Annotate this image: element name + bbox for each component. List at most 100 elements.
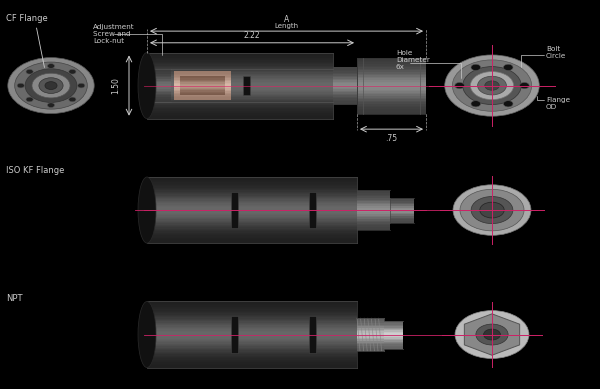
- Bar: [333, 101, 357, 103]
- Bar: [147, 91, 333, 92]
- Bar: [147, 95, 333, 96]
- Bar: [147, 348, 357, 349]
- Bar: [357, 206, 390, 208]
- Bar: [147, 82, 171, 84]
- Bar: [147, 312, 357, 314]
- Bar: [333, 100, 357, 101]
- Bar: [147, 342, 357, 344]
- Bar: [147, 234, 357, 235]
- Bar: [147, 309, 357, 311]
- Bar: [147, 76, 333, 78]
- Bar: [231, 316, 238, 353]
- Bar: [357, 75, 426, 77]
- Bar: [384, 337, 403, 339]
- Bar: [384, 323, 403, 325]
- Bar: [357, 341, 384, 343]
- Bar: [147, 193, 357, 194]
- Bar: [147, 67, 333, 68]
- Bar: [357, 340, 384, 341]
- Bar: [147, 77, 171, 79]
- Bar: [147, 182, 357, 184]
- Bar: [147, 358, 357, 360]
- Bar: [357, 101, 426, 102]
- Bar: [333, 83, 357, 85]
- Bar: [147, 304, 357, 305]
- Bar: [147, 317, 357, 319]
- Bar: [147, 349, 357, 350]
- Ellipse shape: [460, 189, 524, 231]
- Bar: [357, 318, 384, 320]
- Bar: [174, 83, 231, 84]
- Ellipse shape: [463, 67, 521, 105]
- Bar: [333, 97, 357, 98]
- Bar: [147, 221, 357, 222]
- Ellipse shape: [455, 310, 529, 359]
- Bar: [147, 83, 333, 84]
- Bar: [357, 78, 426, 80]
- Bar: [174, 78, 231, 80]
- Bar: [147, 62, 333, 63]
- Bar: [174, 74, 231, 75]
- Bar: [357, 98, 426, 99]
- Bar: [390, 212, 414, 214]
- Bar: [180, 81, 225, 82]
- Bar: [147, 207, 357, 209]
- Bar: [357, 69, 426, 70]
- Bar: [147, 301, 357, 303]
- Bar: [333, 94, 357, 95]
- Bar: [384, 335, 403, 336]
- Bar: [147, 72, 171, 74]
- Bar: [147, 341, 357, 342]
- Bar: [357, 105, 426, 107]
- Bar: [357, 211, 390, 212]
- Text: Adjustment
Screw and
Lock-nut: Adjustment Screw and Lock-nut: [93, 24, 134, 44]
- Bar: [357, 344, 384, 346]
- Bar: [147, 74, 333, 75]
- Ellipse shape: [138, 301, 156, 368]
- Bar: [357, 89, 426, 91]
- Bar: [357, 217, 390, 219]
- Bar: [357, 64, 426, 66]
- Bar: [147, 229, 357, 230]
- Bar: [147, 340, 357, 341]
- Bar: [147, 93, 333, 95]
- Bar: [147, 201, 357, 202]
- Bar: [357, 329, 384, 331]
- Bar: [357, 219, 390, 221]
- Bar: [147, 344, 357, 345]
- Bar: [147, 227, 357, 229]
- Bar: [174, 93, 231, 94]
- Bar: [357, 80, 426, 82]
- Bar: [357, 208, 390, 209]
- Bar: [357, 227, 390, 229]
- Bar: [147, 307, 357, 308]
- Bar: [147, 321, 357, 322]
- Bar: [357, 99, 426, 101]
- Bar: [147, 223, 357, 224]
- Bar: [147, 71, 333, 72]
- Bar: [147, 184, 357, 185]
- Bar: [147, 320, 357, 321]
- Bar: [147, 108, 333, 109]
- Bar: [147, 198, 357, 200]
- Bar: [384, 339, 403, 340]
- Bar: [147, 186, 357, 187]
- Bar: [357, 109, 426, 110]
- Bar: [147, 360, 357, 361]
- Bar: [174, 80, 231, 81]
- Bar: [147, 203, 357, 205]
- Bar: [147, 364, 357, 365]
- Bar: [147, 79, 171, 81]
- Bar: [147, 109, 333, 111]
- Bar: [147, 82, 333, 83]
- Bar: [147, 329, 357, 331]
- Bar: [147, 189, 357, 190]
- Bar: [357, 66, 426, 67]
- Bar: [180, 84, 225, 85]
- Bar: [147, 328, 357, 329]
- Polygon shape: [464, 314, 520, 355]
- Bar: [147, 103, 333, 104]
- Bar: [390, 214, 414, 216]
- Bar: [180, 76, 225, 77]
- Bar: [147, 187, 357, 189]
